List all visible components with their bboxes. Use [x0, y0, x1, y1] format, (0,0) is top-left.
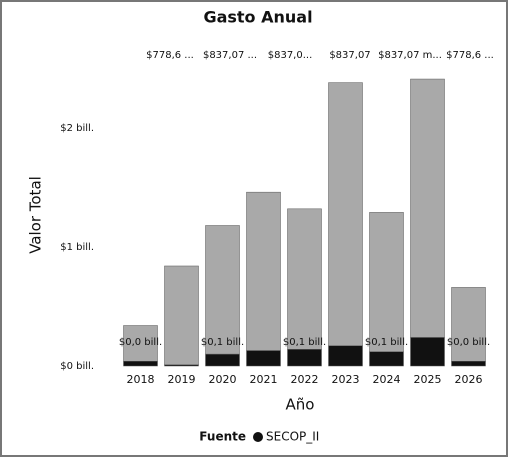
annotation: $778,6 ... — [146, 50, 194, 61]
bar-segment — [328, 345, 363, 367]
y-tick-label: $1 bill. — [60, 242, 94, 253]
bar-segment — [451, 287, 486, 362]
chart-title: Gasto Anual — [203, 8, 312, 27]
x-tick-label: 2021 — [250, 373, 278, 386]
y-axis-title: Valor Total — [27, 176, 45, 254]
legend-marker — [253, 432, 263, 442]
x-tick-label: 2018 — [127, 373, 155, 386]
annotation: $778,6 ... — [446, 50, 494, 61]
annotation: $837,0... — [268, 50, 313, 61]
data-label: $0,1 bill. — [283, 337, 326, 348]
annotation: $837,07 ... — [203, 50, 257, 61]
bar-segment — [246, 350, 281, 367]
bar-segment — [369, 351, 404, 367]
x-tick-label: 2026 — [455, 373, 483, 386]
bar-segment — [369, 212, 404, 352]
legend-label: SECOP_II — [266, 430, 319, 444]
bar-segment — [123, 325, 158, 362]
x-tick-label: 2024 — [373, 373, 401, 386]
bar-segment — [287, 349, 322, 367]
x-tick-label: 2020 — [209, 373, 237, 386]
bar-segment — [287, 208, 322, 350]
x-tick-label: 2025 — [414, 373, 442, 386]
data-label: $0,1 bill. — [201, 337, 244, 348]
x-tick-label: 2022 — [291, 373, 319, 386]
legend-title: Fuente — [199, 430, 246, 444]
y-tick-label: $2 bill. — [60, 123, 94, 134]
bar-segment — [246, 191, 281, 351]
x-tick-label: 2019 — [168, 373, 196, 386]
bar-segment — [123, 360, 158, 367]
bar-segment — [451, 360, 486, 367]
x-axis-title: Año — [286, 396, 315, 414]
bar-segment — [205, 353, 240, 367]
y-tick-label: $0 bill. — [60, 361, 94, 372]
bar-segment — [328, 82, 363, 347]
data-label: $0,0 bill. — [447, 337, 490, 348]
bar-segment — [410, 337, 445, 367]
data-label: $0,0 bill. — [119, 337, 162, 348]
bar-segment — [164, 265, 199, 366]
annotation: $837,07 m... — [378, 50, 442, 61]
annotation: $837,07 — [329, 50, 370, 61]
bar-segment — [205, 225, 240, 355]
data-label: $0,1 bill. — [365, 337, 408, 348]
bar-segment — [410, 78, 445, 338]
x-tick-label: 2023 — [332, 373, 360, 386]
